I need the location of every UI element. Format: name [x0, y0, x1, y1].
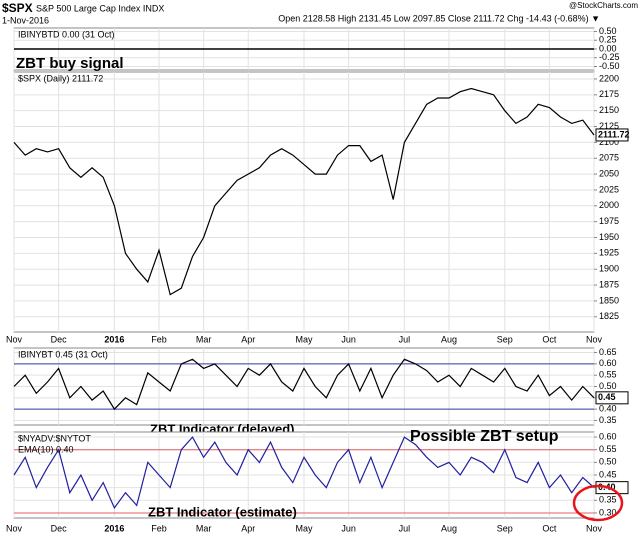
x-tick-label: Aug — [441, 334, 457, 344]
series-line — [13, 436, 595, 510]
y-tick-label: 0.65 — [599, 347, 617, 357]
y-tick-label: 2000 — [599, 200, 619, 210]
y-tick-label: 1875 — [599, 279, 619, 289]
x-tick-label: 2016 — [104, 523, 124, 533]
series-line — [13, 358, 595, 411]
x-tick-label: Nov — [586, 334, 603, 344]
quote: Open 2128.58 High 2131.45 Low 2097.85 Cl… — [278, 13, 600, 23]
x-tick-label: Apr — [241, 334, 255, 344]
y-tick-label: 0.30 — [599, 507, 617, 517]
y-tick-label: -0.25 — [599, 52, 620, 62]
y-tick-label: 0.35 — [599, 495, 617, 505]
annotation: Possible ZBT setup — [410, 428, 559, 445]
value-box — [595, 481, 629, 495]
y-tick-label: -0.50 — [599, 61, 620, 71]
y-tick-label: 0.60 — [599, 431, 617, 441]
y-tick-label: 1925 — [599, 248, 619, 258]
x-tick-label: Nov — [6, 523, 23, 533]
y-tick-label: 0.35 — [599, 415, 617, 425]
value-label: 0.45 — [598, 392, 616, 402]
value-label: 2111.72 — [598, 129, 630, 139]
y-tick-label: 0.25 — [599, 35, 617, 45]
x-tick-label: Jul — [399, 523, 411, 533]
y-tick-label: 0.60 — [599, 358, 617, 368]
x-tick-label: Oct — [542, 334, 557, 344]
x-tick-label: Aug — [441, 523, 457, 533]
x-tick-label: Apr — [241, 523, 255, 533]
x-tick-label: Sep — [497, 334, 513, 344]
value-box — [595, 391, 629, 405]
y-tick-label: 1950 — [599, 232, 619, 242]
x-tick-label: Jul — [399, 334, 411, 344]
y-tick-label: 2175 — [599, 89, 619, 99]
y-tick-label: 0.55 — [599, 370, 617, 380]
annotation: ZBT buy signal — [16, 55, 124, 72]
y-tick-label: 0.50 — [599, 381, 617, 391]
x-tick-label: Mar — [196, 523, 212, 533]
x-tick-label: Jun — [341, 334, 356, 344]
symbol: $SPX — [2, 1, 33, 15]
legend-text: IBINYBT 0.45 (31 Oct) — [18, 349, 108, 359]
legend-text: $SPX (Daily) 2111.72 — [18, 73, 103, 83]
date: 1-Nov-2016 — [2, 15, 49, 25]
x-tick-label: May — [295, 334, 313, 344]
x-tick-label: Dec — [51, 523, 68, 533]
y-tick-label: 2075 — [599, 153, 619, 163]
x-tick-label: Feb — [151, 523, 167, 533]
index-name: S&P 500 Large Cap Index INDX — [36, 3, 164, 13]
annotation: ZBT Indicator (estimate) — [148, 504, 297, 519]
x-tick-label: Dec — [51, 334, 68, 344]
x-tick-label: Nov — [6, 334, 23, 344]
x-tick-label: Feb — [151, 334, 167, 344]
y-tick-label: 1975 — [599, 216, 619, 226]
x-tick-label: 2016 — [104, 334, 124, 344]
x-tick-label: Jun — [341, 523, 356, 533]
y-tick-label: 2025 — [599, 184, 619, 194]
brand: @StockCharts.com — [569, 1, 638, 10]
y-tick-label: 1825 — [599, 311, 619, 321]
highlight-circle — [572, 484, 624, 522]
y-tick-label: 2100 — [599, 137, 619, 147]
legend-text: EMA(10) 0.40 — [18, 444, 74, 454]
value-box — [595, 128, 629, 142]
x-tick-label: May — [295, 523, 313, 533]
y-tick-label: 1850 — [599, 295, 619, 305]
x-tick-label: Oct — [542, 523, 557, 533]
legend-text: $NYADV:$NYTOT — [18, 433, 91, 443]
y-tick-label: 1900 — [599, 264, 619, 274]
legend-text: IBINYBTD 0.00 (31 Oct) — [18, 29, 115, 39]
y-tick-label: 2125 — [599, 121, 619, 131]
y-tick-label: 0.45 — [599, 469, 617, 479]
series-line — [13, 87, 595, 296]
x-tick-label: Sep — [497, 523, 513, 533]
y-tick-label: 0.50 — [599, 26, 617, 36]
y-tick-label: 0.55 — [599, 444, 617, 454]
y-tick-label: 0.40 — [599, 404, 617, 414]
x-tick-label: Nov — [586, 523, 603, 533]
y-tick-label: 2050 — [599, 168, 619, 178]
y-tick-label: 0.00 — [599, 43, 617, 53]
x-tick-label: Mar — [196, 334, 212, 344]
y-tick-label: 0.50 — [599, 457, 617, 467]
y-tick-label: 2200 — [599, 73, 619, 83]
y-tick-label: 2150 — [599, 105, 619, 115]
